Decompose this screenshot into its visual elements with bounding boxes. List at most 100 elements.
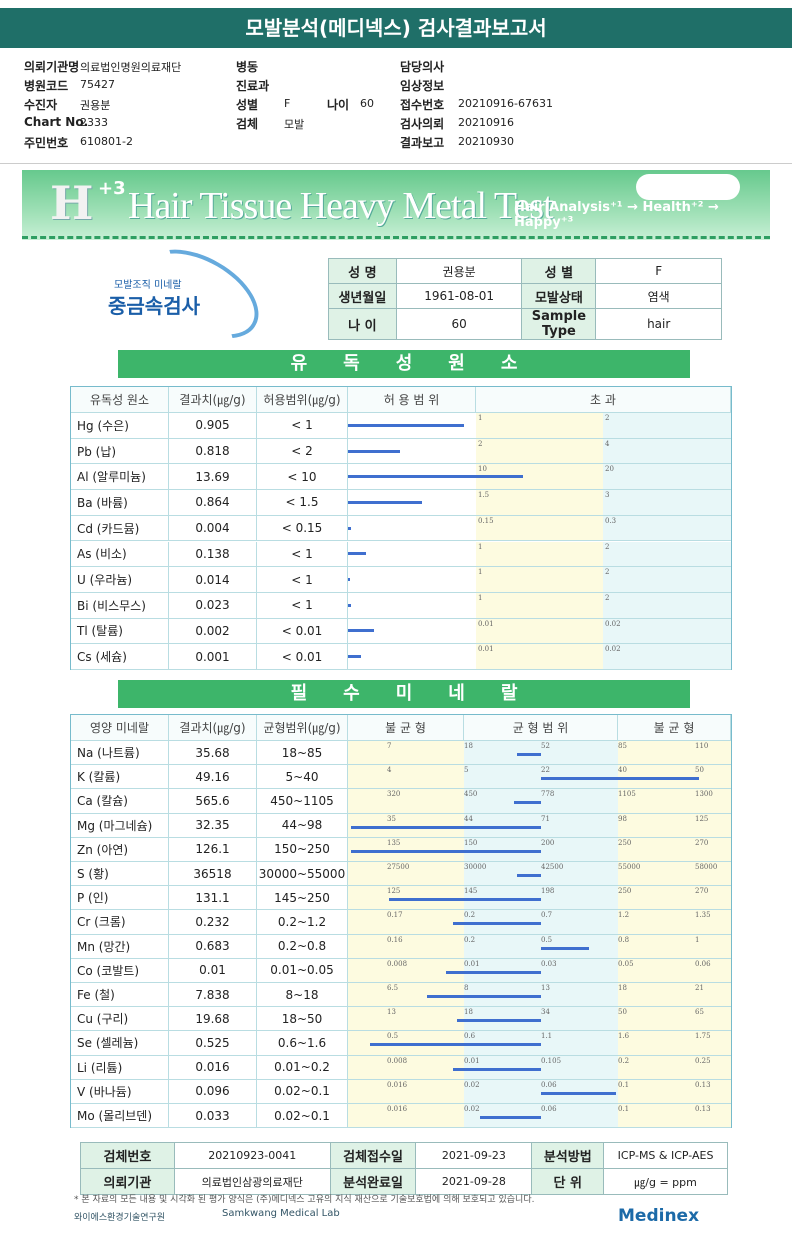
tick-label: 250: [618, 887, 632, 896]
result-bar: [348, 500, 422, 504]
reference-range: 8~18: [257, 983, 348, 1007]
high-zone: [618, 1007, 731, 1031]
result-bar: [517, 753, 541, 757]
tick-label: 0.5: [541, 935, 553, 944]
balance-zone: [464, 934, 618, 958]
result-value: 0.683: [169, 934, 257, 958]
field-label: 단 위: [531, 1168, 605, 1195]
result-value: 131.1: [169, 886, 257, 910]
tick-label: 42500: [541, 863, 564, 871]
table-row: U (우라늄) 0.014 < 1 1 2: [71, 567, 731, 593]
specimen-info-table: 검체번호 20210923-0041 검체접수일 2021-09-23 분석방법 ICP-…: [80, 1142, 728, 1195]
field-value: 2021-09-23: [415, 1142, 533, 1169]
info-label: 나이: [327, 98, 350, 112]
reference-range: 0.01~0.05: [257, 958, 348, 982]
high-zone: [618, 983, 731, 1007]
element-name: Hg (수은): [71, 413, 169, 438]
balance-zone: [464, 958, 618, 982]
reference-range: 0.2~1.2: [257, 910, 348, 934]
tick-label: 2: [605, 568, 610, 577]
result-bar: [388, 898, 541, 902]
reference-range: 30000~55000: [257, 862, 348, 886]
field-label: 나 이: [328, 308, 397, 340]
low-zone: [348, 1055, 464, 1079]
tick-label: 0.01: [464, 959, 480, 968]
low-zone: [348, 1104, 464, 1128]
tick-label: 4: [387, 766, 392, 775]
low-zone: [348, 1031, 464, 1055]
element-name: Li (리튬): [71, 1055, 169, 1079]
tick-label: 1: [478, 414, 483, 422]
result-bar: [348, 629, 374, 633]
result-bar: [348, 423, 464, 427]
tick-label: 50: [695, 766, 704, 775]
tick-label: 125: [387, 887, 401, 896]
table-row: V (바나듐) 0.096 0.02~0.1 0.016 0.02 0.06 0.1 0.13: [71, 1079, 731, 1104]
tick-label: 0.17: [387, 911, 403, 920]
column-header: 불 균 형: [348, 715, 464, 740]
balance-zone: [464, 1007, 618, 1031]
reference-range: 5~40: [257, 765, 348, 789]
table-row: Li (리튬) 0.016 0.01~0.2 0.008 0.01 0.105 0.2 0.2…: [71, 1055, 731, 1080]
balance-zone: [464, 1055, 618, 1079]
tick-label: 0.01: [464, 1056, 480, 1065]
low-zone: [348, 1079, 464, 1103]
tick-label: 0.25: [695, 1056, 711, 1065]
info-value: 20210916-67631: [458, 97, 553, 110]
info-label: 병원코드: [24, 79, 69, 93]
column-header: 균 형 범 위: [464, 715, 618, 740]
high-zone: [618, 789, 731, 813]
tick-label: 0.1: [618, 1080, 630, 1089]
high-zone: [618, 741, 731, 765]
banner-divider: [22, 236, 770, 240]
result-bar: [348, 475, 524, 479]
allowed-zone: [348, 541, 476, 567]
banner-pill: [636, 174, 740, 200]
field-value: 염색: [595, 283, 722, 309]
table-row: 생년월일 1961-08-01 모발상태 염색: [328, 283, 722, 309]
result-value: 7.838: [169, 983, 257, 1007]
tick-label: 0.1: [618, 1105, 630, 1113]
allowed-zone: [348, 644, 476, 669]
table-row: Al (알루미늄) 13.69 < 10 10 20: [71, 464, 731, 491]
tick-label: 320: [387, 790, 401, 799]
tick-label: 0.5: [387, 1032, 399, 1041]
field-label: 분석방법: [531, 1142, 605, 1169]
reference-range: 44~98: [257, 813, 348, 837]
tick-label: 18: [618, 984, 627, 992]
high-zone: [618, 1104, 731, 1128]
excess-zone-1: [476, 618, 603, 644]
result-bar: [348, 578, 350, 582]
result-bar: [456, 1019, 541, 1023]
high-zone: [618, 958, 731, 982]
element-name: Mg (마그네슘): [71, 813, 169, 837]
result-value: 36518: [169, 862, 257, 886]
table-row: 나 이 60 Sample Type hair: [328, 308, 722, 340]
excess-zone-1: [476, 592, 603, 618]
high-zone: [618, 813, 731, 837]
result-value: 565.6: [169, 789, 257, 813]
tick-label: 55000: [618, 863, 641, 871]
tick-label: 10: [478, 465, 487, 474]
table-row: As (비소) 0.138 < 1 1 2: [71, 541, 731, 568]
result-value: 19.68: [169, 1007, 257, 1031]
banner-sup: +3: [98, 178, 126, 199]
element-name: Na (나트륨): [71, 741, 169, 765]
result-bar: [348, 526, 352, 530]
result-value: 0.014: [169, 567, 257, 592]
excess-zone-1: [476, 515, 603, 541]
tick-label: 1.75: [695, 1032, 711, 1041]
tick-label: 0.2: [618, 1056, 630, 1065]
info-label: 검사의뢰: [400, 117, 445, 131]
column-header: 영양 미네랄: [71, 715, 169, 740]
table-row: Mn (망간) 0.683 0.2~0.8 0.16 0.2 0.5 0.8 1: [71, 934, 731, 959]
tick-label: 0.13: [695, 1080, 711, 1089]
low-zone: [348, 983, 464, 1007]
tick-label: 30000: [464, 863, 487, 871]
balance-zone: [464, 862, 618, 886]
tick-label: 13: [387, 1008, 396, 1017]
info-value: 610801-2: [80, 135, 133, 148]
info-label: 의뢰기관명: [24, 60, 80, 74]
